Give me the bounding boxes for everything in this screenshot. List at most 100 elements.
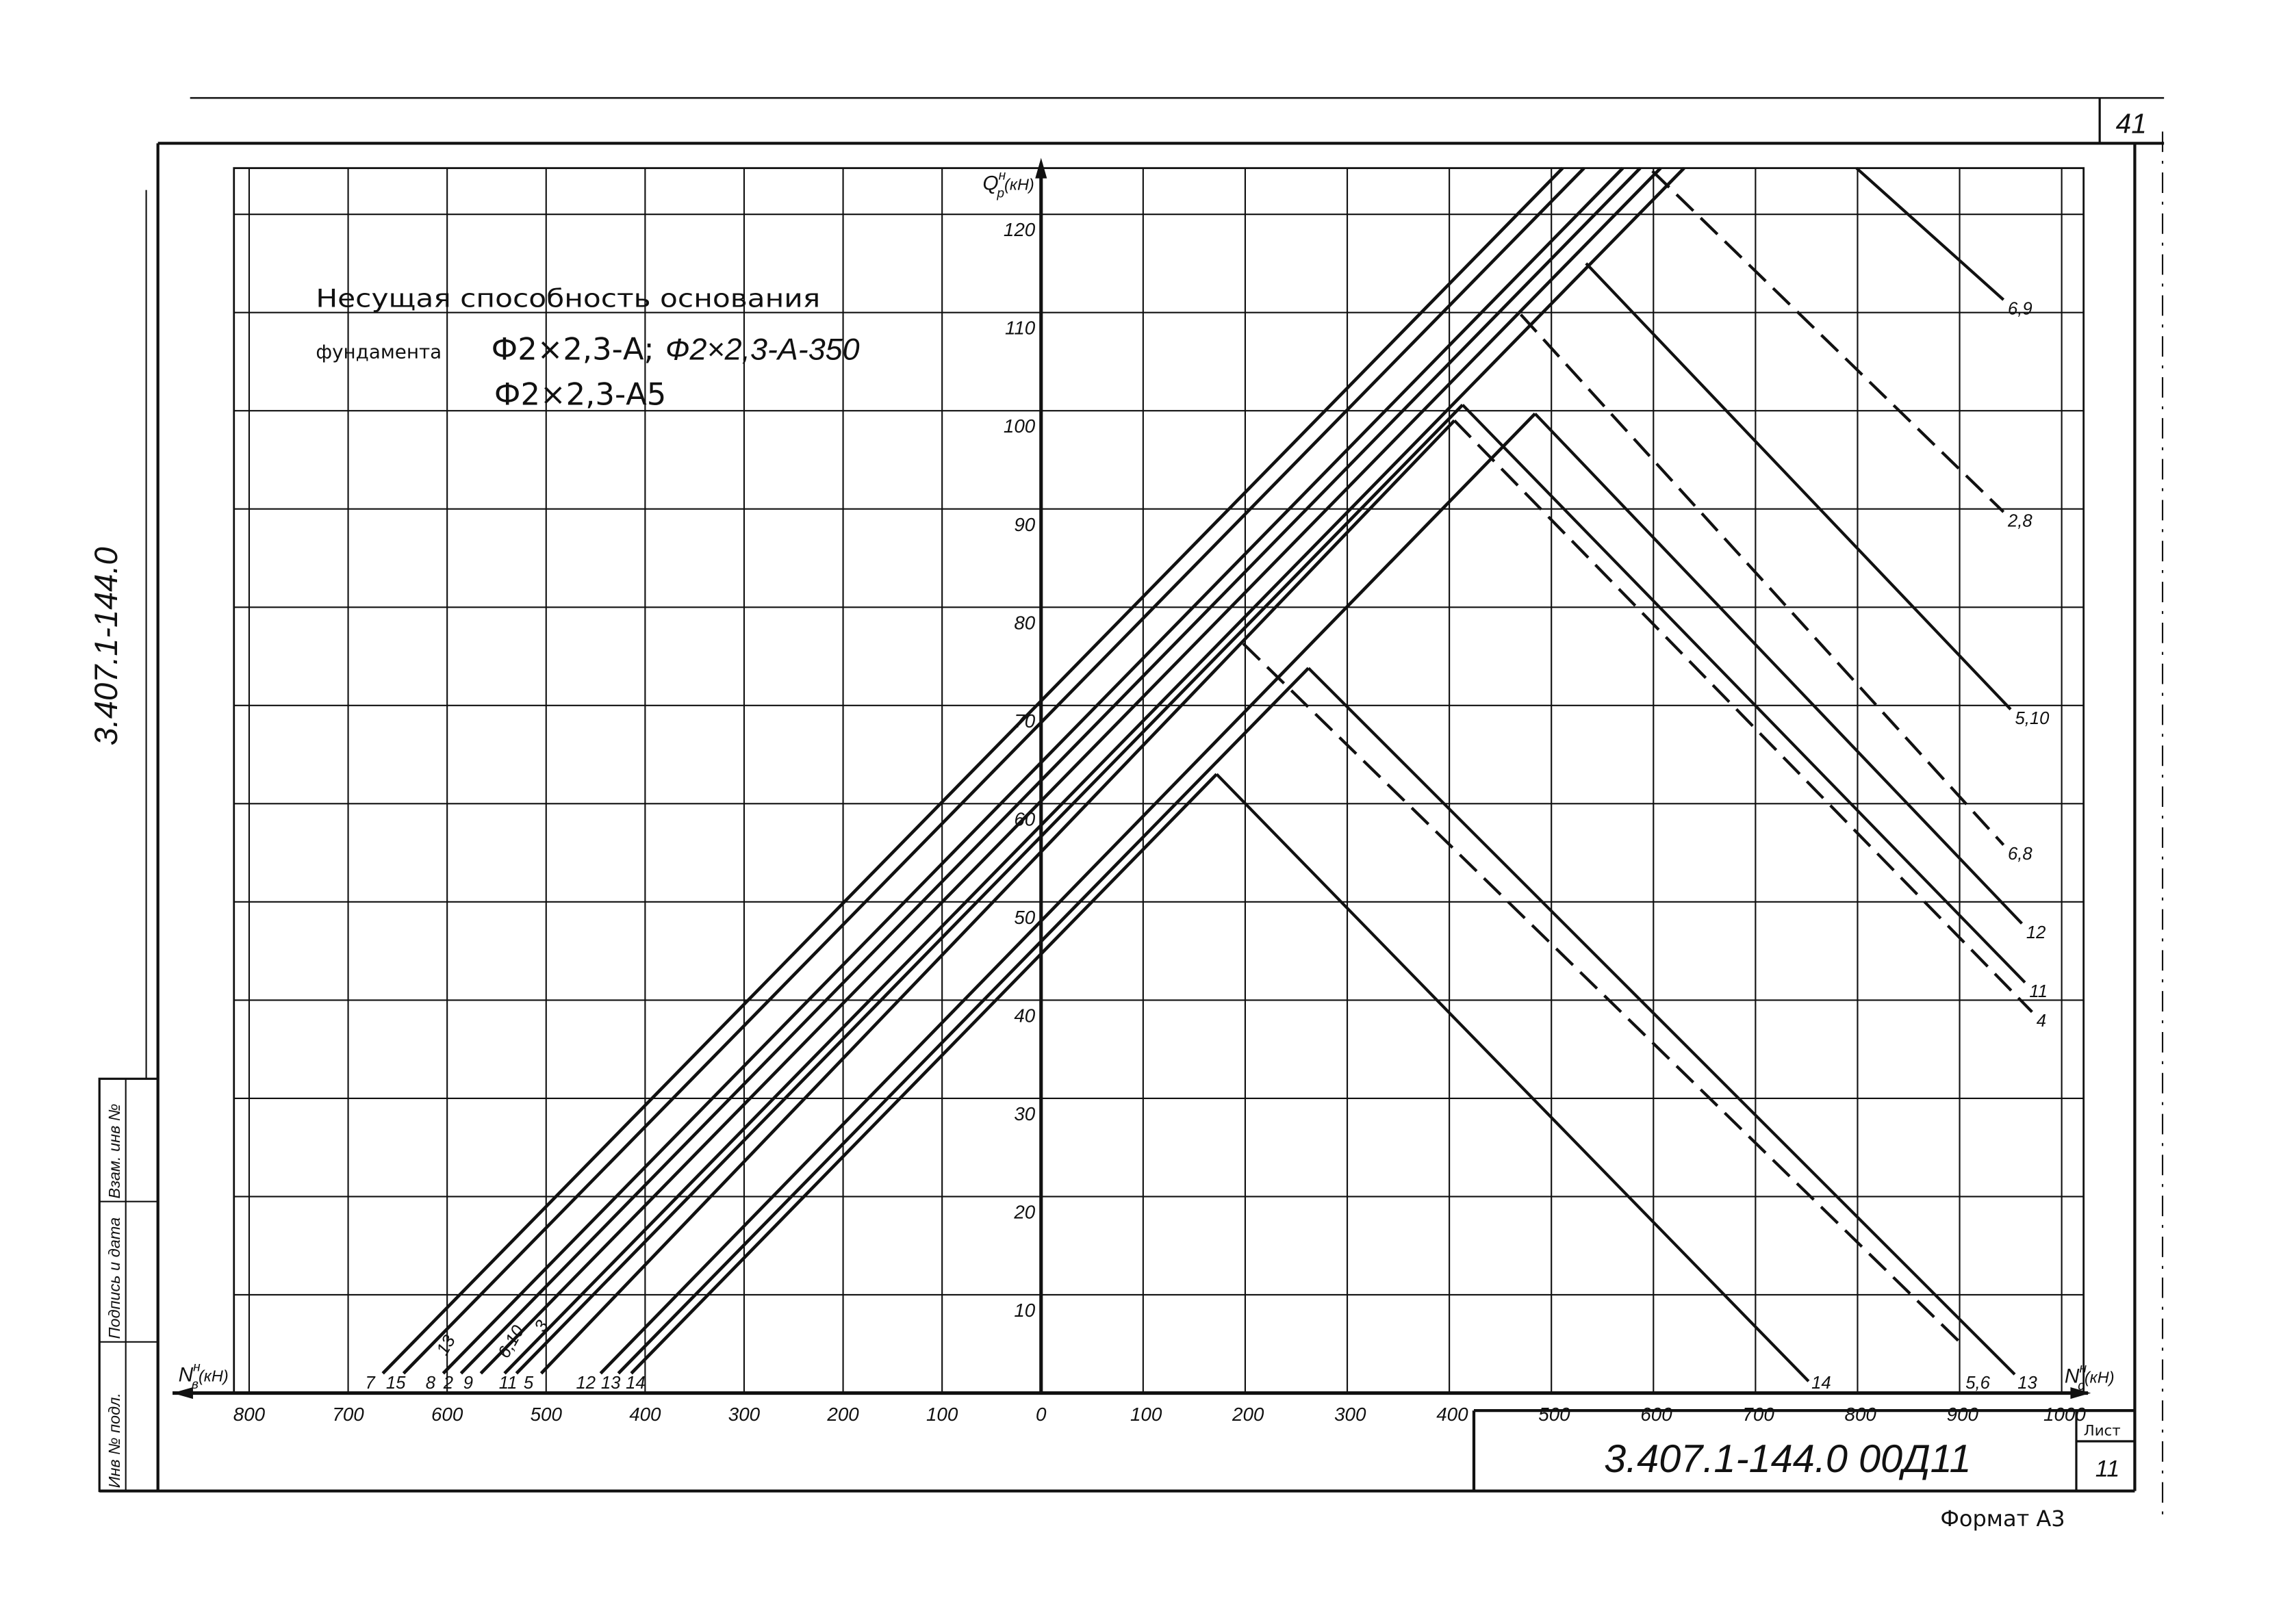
falling-line-2-8 [1651, 170, 2005, 513]
falling-line-label: 5,6 [1965, 1374, 1990, 1393]
axis-unit: (кН) [2085, 1369, 2115, 1387]
axis-superscript: н [2079, 1362, 2087, 1376]
axis-subscript: в [192, 1378, 199, 1392]
falling-line-label: 6,9 [2008, 299, 2032, 318]
rising-line-8 [442, 167, 1624, 1375]
chart-lines [381, 167, 2033, 1382]
rising-line-label: 15 [386, 1374, 406, 1393]
chart-title-line2-a: Ф2×2,3-А; [492, 331, 654, 367]
rising-line-label: 12 [576, 1374, 596, 1393]
y-axis-arrow-icon [1035, 157, 1047, 179]
axis-subscript: р [996, 186, 1004, 201]
rising-line-label: 13 [601, 1374, 621, 1393]
stamp-vzam: Взам. инв № [105, 1104, 123, 1199]
chart-title-line1: Несущая способность основания [316, 284, 820, 313]
x-right-tick-label: 800 [1845, 1404, 1877, 1425]
stamp-podpis: Подпись и дата [105, 1217, 123, 1339]
falling-line-12 [1533, 413, 2024, 925]
x-left-tick-label: 600 [431, 1404, 463, 1425]
chart-title-line3: Ф2×2,3-А5 [494, 376, 666, 413]
y-tick-label: 60 [1014, 808, 1035, 829]
rising-line-label: 11 [499, 1374, 518, 1393]
rising-line-12 [599, 412, 1537, 1375]
falling-line-13 [1307, 667, 2016, 1376]
rising-line-label: 5 [524, 1374, 534, 1393]
rising-line-label: 9 [463, 1374, 473, 1393]
x-right-tick-label: 400 [1436, 1404, 1468, 1425]
y-tick-label: 10 [1014, 1300, 1035, 1321]
rising-line-5 [539, 419, 1456, 1375]
rising-line-label: 2 [443, 1374, 453, 1393]
x-left-tick-label: 400 [629, 1404, 661, 1425]
rising-line-15 [402, 167, 1585, 1375]
x-left-axis-title: Nн в(кН) [179, 1360, 229, 1392]
chart-title-line2-b: Ф2×2,3-А-350 [665, 331, 860, 366]
stamp-inv-podl: Инв № подл. [105, 1393, 123, 1488]
rising-line-label: 13 [433, 1332, 459, 1358]
axis-superscript: н [999, 169, 1006, 183]
rising-line-14 [630, 773, 1218, 1375]
y-tick-label: 30 [1014, 1103, 1035, 1124]
falling-line-label: 6,8 [2008, 845, 2032, 864]
axis-symbol: Q [982, 172, 998, 195]
y-tick-label: 40 [1014, 1005, 1035, 1026]
chart-title-line2-prefix: фундамента [316, 340, 442, 363]
x-right-axis-title: Nн с(кН) [2065, 1362, 2115, 1394]
rising-line-9 [479, 167, 1662, 1375]
falling-line-label: 14 [1811, 1374, 1831, 1393]
sheet-number: 11 [2095, 1456, 2119, 1482]
rising-line-label: 7 [366, 1374, 377, 1393]
axis-symbol: N [179, 1363, 194, 1386]
x-right-tick-label: 100 [1130, 1404, 1162, 1425]
falling-line-label: 5,10 [2015, 709, 2050, 728]
x-left-tick-label: 0 [1036, 1404, 1047, 1425]
y-tick-label: 90 [1014, 514, 1035, 535]
x-left-tick-label: 100 [926, 1404, 958, 1425]
falling-line-4 [1453, 420, 2033, 1014]
title-block-code: 3.407.1-144.0 00Д11 [1604, 1437, 1971, 1481]
x-axis-left-arrow-icon [173, 1387, 193, 1400]
sheet-number-top: 41 [2116, 107, 2147, 139]
x-left-tick-label: 500 [531, 1404, 563, 1425]
falling-line-5-10 [1585, 262, 2012, 711]
rising-line-2 [459, 167, 1642, 1375]
falling-line-label: 11 [2029, 982, 2048, 1001]
axis-superscript: н [193, 1360, 201, 1374]
stamp-column [98, 1077, 160, 1493]
rising-line-label: 8 [426, 1374, 436, 1393]
y-tick-label: 50 [1014, 907, 1035, 928]
rising-line-13 [617, 667, 1310, 1375]
falling-line-6-9 [1855, 167, 2005, 301]
falling-line-label: 13 [2017, 1374, 2037, 1393]
falling-line-label: 2,8 [2007, 511, 2032, 530]
y-tick-label: 100 [1004, 415, 1036, 437]
falling-line-11 [1461, 404, 2026, 984]
x-right-tick-label: 900 [1947, 1404, 1979, 1425]
x-right-tick-label: 700 [1742, 1404, 1774, 1425]
rising-line-7 [381, 167, 1564, 1375]
axis-unit: (кН) [199, 1367, 229, 1384]
falling-line-label: 4 [2037, 1011, 2046, 1031]
y-tick-label: 120 [1004, 219, 1036, 240]
x-axis-right-arrow-icon [2070, 1387, 2091, 1400]
y-tick-label: 110 [1005, 318, 1036, 339]
falling-line-14 [1215, 773, 1810, 1382]
drawing-frame [98, 96, 2165, 1521]
x-right-tick-label: 500 [1538, 1404, 1570, 1425]
falling-line-label: 12 [2026, 923, 2046, 942]
chart-grid [233, 167, 2085, 1394]
axis-unit: (кН) [1004, 176, 1034, 194]
rising-line-label: 3 [531, 1317, 553, 1335]
rising-line-6-10 [503, 167, 1685, 1375]
x-right-tick-label: 200 [1232, 1404, 1264, 1425]
y-tick-label: 20 [1013, 1201, 1035, 1222]
sheet-label: Лист [2084, 1422, 2121, 1439]
y-axis-title: Qн р(кН) [982, 169, 1034, 201]
x-left-tick-label: 800 [233, 1404, 266, 1425]
rising-line-11 [515, 403, 1464, 1375]
x-left-tick-label: 300 [728, 1404, 761, 1425]
format-label: Формат А3 [1940, 1506, 2065, 1532]
